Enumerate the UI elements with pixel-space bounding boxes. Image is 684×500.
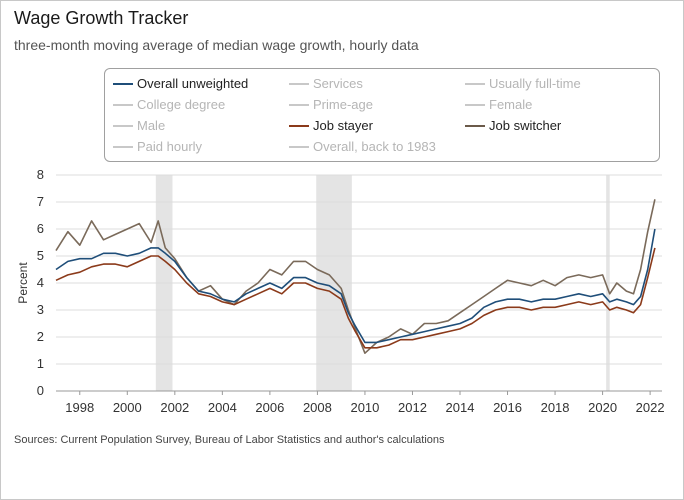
chart-subtitle: three-month moving average of median wag… bbox=[14, 37, 419, 53]
legend: Overall unweighted Services Usually full-t… bbox=[104, 68, 660, 162]
legend-label: Overall unweighted bbox=[137, 76, 249, 91]
y-tick-label: 7 bbox=[37, 194, 44, 209]
legend-swatch bbox=[113, 104, 133, 106]
y-tick-label: 6 bbox=[37, 221, 44, 236]
y-tick-label: 2 bbox=[37, 329, 44, 344]
x-tick-label: 2022 bbox=[636, 400, 665, 415]
x-tick-label: 2012 bbox=[398, 400, 427, 415]
x-tick-label: 1998 bbox=[65, 400, 94, 415]
line-chart: 0 1 2 3 4 5 6 7 8 1998 2000 2002 2004 2006 2008 2010 201… bbox=[16, 167, 665, 415]
x-tick-label: 2016 bbox=[493, 400, 522, 415]
legend-swatch bbox=[465, 83, 485, 85]
series-line-overall-unweighted bbox=[55, 228, 656, 344]
legend-swatch bbox=[465, 125, 485, 127]
chart-title: Wage Growth Tracker bbox=[14, 8, 189, 28]
y-tick-label: 5 bbox=[37, 248, 44, 263]
y-tick-label: 0 bbox=[37, 383, 44, 398]
x-tick-label: 2010 bbox=[350, 400, 379, 415]
x-tick-label: 2014 bbox=[446, 400, 475, 415]
legend-label: Overall, back to 1983 bbox=[313, 139, 436, 154]
legend-label: Job switcher bbox=[489, 118, 562, 133]
y-tick-label: 8 bbox=[37, 167, 44, 182]
legend-label: Male bbox=[137, 118, 166, 133]
x-tick-label: 2000 bbox=[113, 400, 142, 415]
source-note: Sources: Current Population Survey, Bure… bbox=[14, 434, 445, 446]
y-tick-label: 4 bbox=[37, 275, 44, 290]
legend-swatch bbox=[113, 146, 133, 148]
legend-label: Female bbox=[489, 97, 533, 112]
legend-swatch bbox=[113, 83, 133, 85]
legend-swatch bbox=[465, 104, 485, 106]
x-tick-label: 2004 bbox=[208, 400, 237, 415]
legend-swatch bbox=[113, 125, 133, 127]
legend-label: Prime-age bbox=[313, 97, 373, 112]
legend-swatch bbox=[289, 146, 309, 148]
x-tick-label: 2018 bbox=[541, 400, 570, 415]
x-tick-label: 2006 bbox=[255, 400, 284, 415]
y-axis-title: Percent bbox=[16, 262, 30, 304]
legend-swatch bbox=[289, 125, 309, 127]
legend-swatch bbox=[289, 83, 309, 85]
legend-label: Services bbox=[313, 76, 363, 91]
x-tick-label: 2020 bbox=[588, 400, 617, 415]
legend-label: Paid hourly bbox=[137, 139, 203, 154]
y-tick-label: 1 bbox=[37, 356, 44, 371]
x-tick-label: 2002 bbox=[160, 400, 189, 415]
y-tick-label: 3 bbox=[37, 302, 44, 317]
series-line-job-stayer bbox=[55, 247, 656, 349]
legend-label: Job stayer bbox=[313, 118, 373, 133]
legend-swatch bbox=[289, 104, 309, 106]
legend-label: Usually full-time bbox=[489, 76, 581, 91]
x-tick-label: 2008 bbox=[303, 400, 332, 415]
legend-label: College degree bbox=[137, 97, 226, 112]
